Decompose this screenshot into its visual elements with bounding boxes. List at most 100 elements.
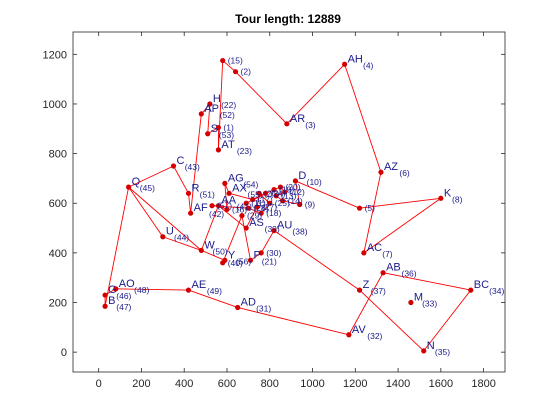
- city-order-label: (18): [266, 208, 281, 218]
- city-point: [267, 200, 273, 206]
- city-order-label: (13): [281, 191, 296, 201]
- city-point: [102, 292, 108, 298]
- y-tick-label: 400: [49, 248, 67, 260]
- tour-segment: [224, 183, 228, 210]
- city-order-label: (21): [262, 256, 277, 266]
- city-point: [198, 247, 204, 253]
- city-order-label: (37): [371, 286, 386, 296]
- city-point: [356, 287, 363, 293]
- city-name-label: R: [191, 182, 199, 194]
- city-point: [258, 210, 264, 216]
- city-point: [346, 332, 352, 338]
- city-order-label: (26): [264, 188, 279, 198]
- city-point: [438, 195, 444, 201]
- y-tick-label: 1000: [43, 99, 67, 111]
- city-point: [421, 348, 427, 354]
- city-order-label: (14): [288, 196, 303, 206]
- city-name-label: H: [213, 93, 221, 105]
- city-order-label: (48): [134, 285, 149, 295]
- city-point: [215, 147, 222, 153]
- city-order-label: (56): [236, 256, 251, 266]
- tour-segment: [241, 215, 251, 261]
- city-point: [408, 299, 414, 306]
- tour-segment: [359, 197, 441, 209]
- city-order-label: (22): [221, 100, 236, 110]
- city-name-label: AR: [290, 113, 305, 125]
- city-order-label: (50): [213, 246, 228, 256]
- city-name-label: D: [298, 170, 306, 182]
- city-name-label: Y: [228, 249, 236, 261]
- city-point: [277, 184, 284, 190]
- city-point: [207, 101, 213, 107]
- tour-lines: [104, 60, 472, 352]
- city-name-label: AX: [232, 182, 247, 194]
- x-tick-label: 400: [175, 378, 193, 390]
- tour-segment: [115, 288, 189, 291]
- city-name-label: AC: [367, 242, 382, 254]
- city-order-label: (51): [200, 189, 215, 199]
- city-point: [380, 270, 386, 276]
- city-order-label: (24): [270, 188, 285, 198]
- tour-segment: [162, 236, 202, 251]
- city-point: [220, 57, 226, 64]
- city-order-label: (9): [305, 199, 316, 209]
- city-order-label: (33): [422, 299, 437, 309]
- city-name-label: AE: [191, 279, 206, 291]
- city-point: [378, 169, 384, 175]
- city-name-label: W: [204, 239, 215, 251]
- city-point: [256, 190, 262, 196]
- city-order-label: (30): [266, 248, 281, 258]
- x-tick-label: 1600: [429, 378, 453, 390]
- city-order-label: (10): [307, 177, 322, 187]
- y-tick-label: 600: [49, 198, 67, 210]
- city-name-label: AH: [348, 53, 363, 65]
- city-order-label: (20): [285, 182, 300, 192]
- city-order-label: (38): [292, 227, 307, 237]
- city-name-label: AT: [221, 139, 235, 151]
- city-point: [284, 121, 290, 127]
- x-tick-label: 1000: [300, 378, 324, 390]
- city-order-label: (5): [365, 203, 376, 213]
- city-order-label: (7): [382, 249, 393, 259]
- city-point: [205, 131, 211, 137]
- tour-segment: [294, 180, 301, 205]
- city-name-label: C: [177, 155, 185, 167]
- city-point: [254, 204, 260, 210]
- city-name-label: BC: [474, 279, 489, 291]
- tour-segment: [344, 64, 382, 173]
- city-order-label: (16): [232, 204, 247, 214]
- city-order-label: (28): [253, 203, 268, 213]
- x-tick-label: 600: [218, 378, 236, 390]
- city-point: [297, 201, 303, 208]
- city-order-label: (17): [258, 195, 273, 205]
- city-point: [258, 250, 264, 256]
- city-markers: [102, 57, 474, 354]
- tour-segment: [188, 193, 192, 214]
- city-name-label: AG: [228, 172, 244, 184]
- city-point: [247, 257, 254, 263]
- city-labels: (1) (2) AR (3) AH (4) (5) AZ (6) AC (7) K (8) (9) D (10…: [108, 53, 504, 357]
- city-point: [185, 287, 192, 293]
- city-point: [170, 163, 177, 169]
- city-point: [224, 206, 230, 213]
- tour-segment: [235, 71, 288, 125]
- city-order-label: (1): [223, 123, 234, 133]
- city-order-label: (52): [220, 110, 235, 120]
- tour-segment: [218, 205, 247, 229]
- tour-segment: [200, 205, 219, 251]
- city-name-label: AP: [204, 103, 219, 115]
- city-point: [361, 250, 367, 256]
- city-point: [160, 234, 166, 240]
- tour-segment: [348, 272, 384, 335]
- city-point: [356, 205, 363, 211]
- city-name-label: P: [254, 249, 261, 261]
- tour-segment: [359, 289, 425, 352]
- tour-segment: [237, 307, 349, 336]
- city-order-label: (39): [265, 224, 280, 234]
- tour-segment: [128, 186, 164, 237]
- city-order-label: (44): [174, 233, 189, 243]
- city-order-label: (42): [209, 209, 224, 219]
- city-order-label: (23): [237, 146, 252, 156]
- city-order-label: (25): [275, 198, 290, 208]
